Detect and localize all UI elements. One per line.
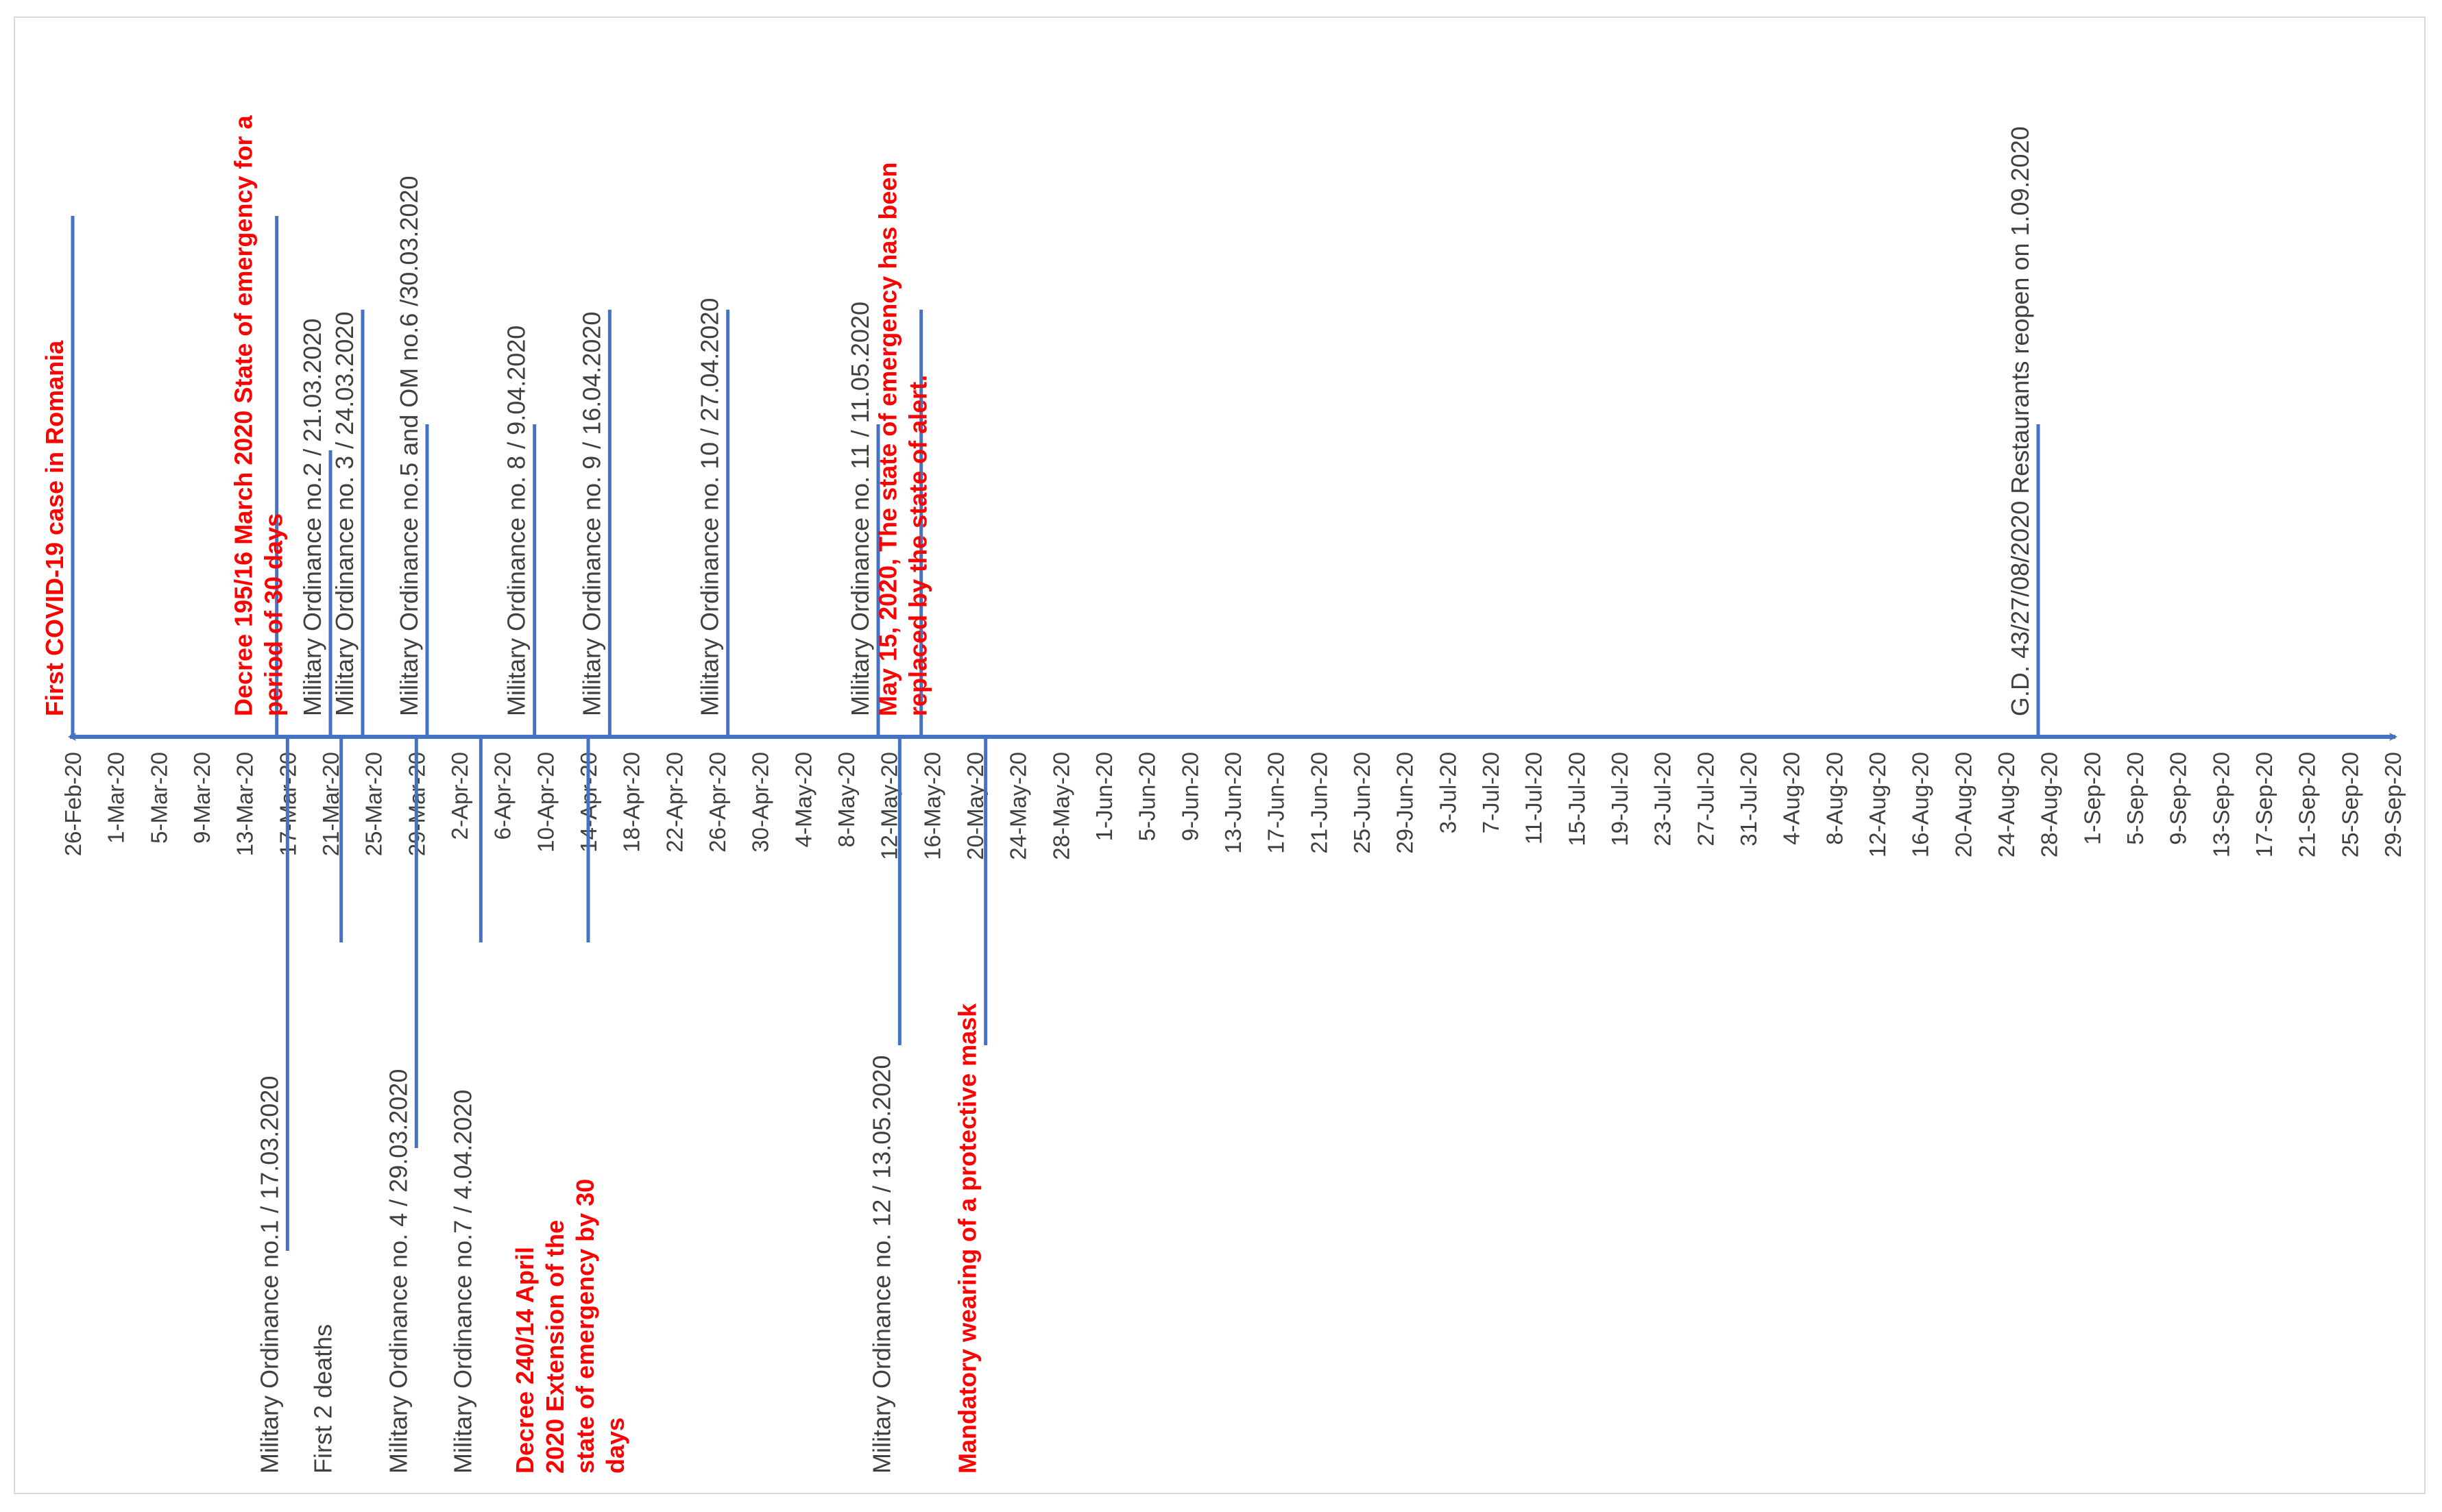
event-label-line: First 2 deaths [309,1324,337,1474]
axis-tick-label: 1-Jun-20 [1091,752,1117,841]
axis-tick-label: 27-Jul-20 [1693,752,1718,846]
axis-tick-label: 23-Jul-20 [1650,752,1676,846]
axis-tick-label: 4-May-20 [790,752,816,847]
axis-tick-label: 28-May-20 [1048,752,1074,860]
event-label-line: Decree 195/16 March 2020 State of emerge… [230,115,258,716]
axis-tick-label: 15-Jul-20 [1564,752,1589,846]
event-label-line: G.D. 43/27/08/2020 Restaurants reopen on… [2006,126,2034,716]
axis-tick-label: 8-Aug-20 [1822,752,1847,845]
figure-frame [14,16,2426,1494]
axis-tick-label: 16-May-20 [919,752,945,860]
event-label: Military Ordinance no. 10 / 27.04.2020 [696,298,724,716]
axis-tick-label: 29-Jun-20 [1392,752,1418,854]
axis-tick-label: 12-Aug-20 [1865,752,1890,857]
event-label: Military Ordinance no. 12 / 13.05.2020 [867,1056,895,1474]
event-label-line: Military Ordinance no.7 / 4.04.2020 [448,1090,476,1474]
event-label: First 2 deaths [309,1324,337,1474]
event-label: Military Ordinance no.2 / 21.03.2020 [298,319,326,716]
axis-tick-label: 5-Jun-20 [1135,752,1160,841]
axis-tick-label: 9-Jun-20 [1177,752,1202,841]
axis-tick-label: 16-Aug-20 [1908,752,1933,857]
event-label-line: Military Ordinance no. 12 / 13.05.2020 [867,1056,895,1474]
event-label-line: 2020 Extension of the [541,1220,569,1474]
event-label: Military Ordinance no. 9 / 16.04.2020 [577,312,605,716]
axis-tick-label: 17-Sep-20 [2251,752,2277,857]
event-label: May 15, 2020, The state of emergency has… [874,162,932,716]
event-label-line: Military Ordinance no. 3 / 24.03.2020 [330,312,359,716]
event-label: Military Ordinance no.5 and OM no.6 /30.… [395,176,423,716]
event-label: Decree 195/16 March 2020 State of emerge… [230,115,288,716]
event-label: Military Ordinance no. 11 / 11.05.2020 [846,302,874,716]
axis-tick-label: 17-Jun-20 [1264,752,1289,854]
axis-tick-label: 25-Jun-20 [1349,752,1375,854]
axis-tick-label: 2-Apr-20 [447,752,472,840]
event-label: Military Ordinance no. 8 / 9.04.2020 [503,326,531,716]
tick-labels-group: 26-Feb-20 1-Mar-20 5-Mar-20 9-Mar-20 13-Mar-… [60,752,2406,860]
axis-tick-label: 21-Mar-20 [318,752,343,856]
axis-tick-label: 9-Mar-20 [189,752,215,844]
axis-tick-label: 13-Jun-20 [1220,752,1246,854]
event-label: G.D. 43/27/08/2020 Restaurants reopen on… [2006,126,2034,716]
event-label: Military Ordinance no.7 / 4.04.2020 [448,1090,476,1474]
axis-tick-label: 25-Sep-20 [2337,752,2362,857]
axis-tick-label: 25-Mar-20 [361,752,387,856]
axis-tick-label: 19-Jul-20 [1607,752,1632,846]
axis-tick-label: 6-Apr-20 [490,752,516,840]
axis-tick-label: 30-Apr-20 [748,752,773,853]
event-label-line: Military Ordinance no.2 / 21.03.2020 [298,319,326,716]
event-label-line: Military Ordinance no.5 and OM no.6 /30.… [395,176,423,716]
axis-tick-label: 9-Sep-20 [2166,752,2191,845]
axis-tick-label: 5-Sep-20 [2123,752,2148,845]
event-label-line: days [601,1417,629,1474]
axis-tick-label: 8-May-20 [834,752,859,847]
axis-tick-label: 1-Sep-20 [2079,752,2105,845]
axis-tick-label: 13-Sep-20 [2208,752,2234,857]
axis-tick-label: 31-Jul-20 [1736,752,1761,846]
axis-tick-label: 3-Jul-20 [1435,752,1460,833]
event-bars-group [71,216,2040,1251]
event-label-line: period of 30 days [260,513,288,716]
axis-tick-label: 21-Sep-20 [2295,752,2320,857]
axis-tick-label: 26-Apr-20 [705,752,730,853]
axis-tick-label: 10-Apr-20 [533,752,558,853]
axis-tick-label: 18-Apr-20 [619,752,644,853]
event-label-line: Military Ordinance no. 9 / 16.04.2020 [577,312,605,716]
axis-tick-label: 7-Jul-20 [1478,752,1503,833]
event-label: Decree 240/14 April 2020 Extension of the… [511,1179,629,1474]
axis-tick-label: 24-Aug-20 [1994,752,2019,857]
axis-tick-label: 5-Mar-20 [146,752,171,844]
event-label-line: May 15, 2020, The state of emergency has… [874,162,902,716]
event-label: First COVID-19 case in Romania [40,340,69,716]
axis-tick-label: 24-May-20 [1006,752,1031,860]
event-label: Military Ordinance no.1 / 17.03.2020 [255,1076,283,1474]
axis-tick-label: 28-Aug-20 [2037,752,2062,857]
event-label-line: Military Ordinance no. 11 / 11.05.2020 [846,302,874,716]
event-label-line: Mandatory wearing of a protective mask [954,1003,982,1474]
event-label-line: Military Ordinance no. 4 / 29.03.2020 [384,1069,412,1474]
axis-tick-label: 22-Apr-20 [662,752,687,853]
event-label-line: state of emergency by 30 [571,1179,599,1474]
event-label-line: Military Ordinance no.1 / 17.03.2020 [255,1076,283,1474]
event-label-line: Decree 240/14 April [511,1247,539,1474]
axis-tick-label: 21-Jun-20 [1306,752,1331,854]
event-label-line: First COVID-19 case in Romania [40,340,69,716]
axis-tick-label: 29-Sep-20 [2380,752,2406,857]
axis-tick-label: 11-Jul-20 [1521,752,1547,844]
axis-tick-label: 13-Mar-20 [232,752,258,856]
axis-tick-label: 4-Aug-20 [1779,752,1804,845]
event-label-line: Military Ordinance no. 10 / 27.04.2020 [696,298,724,716]
axis-tick-label: 20-May-20 [963,752,988,860]
axis-tick-label: 1-Mar-20 [104,752,129,844]
event-label-line: replaced by the state of alert. [904,375,932,716]
axis-tick-label: 26-Feb-20 [60,752,86,856]
event-label: Mandatory wearing of a protective mask [954,1003,982,1474]
event-label-line: Military Ordinance no. 8 / 9.04.2020 [503,326,531,716]
axis-tick-label: 12-May-20 [877,752,902,860]
axis-tick-label: 20-Aug-20 [1950,752,1976,857]
event-labels-group: First COVID-19 case in Romania Decree 195… [40,115,2034,1474]
event-label: Military Ordinance no. 3 / 24.03.2020 [330,312,359,716]
event-label: Military Ordinance no. 4 / 29.03.2020 [384,1069,412,1474]
